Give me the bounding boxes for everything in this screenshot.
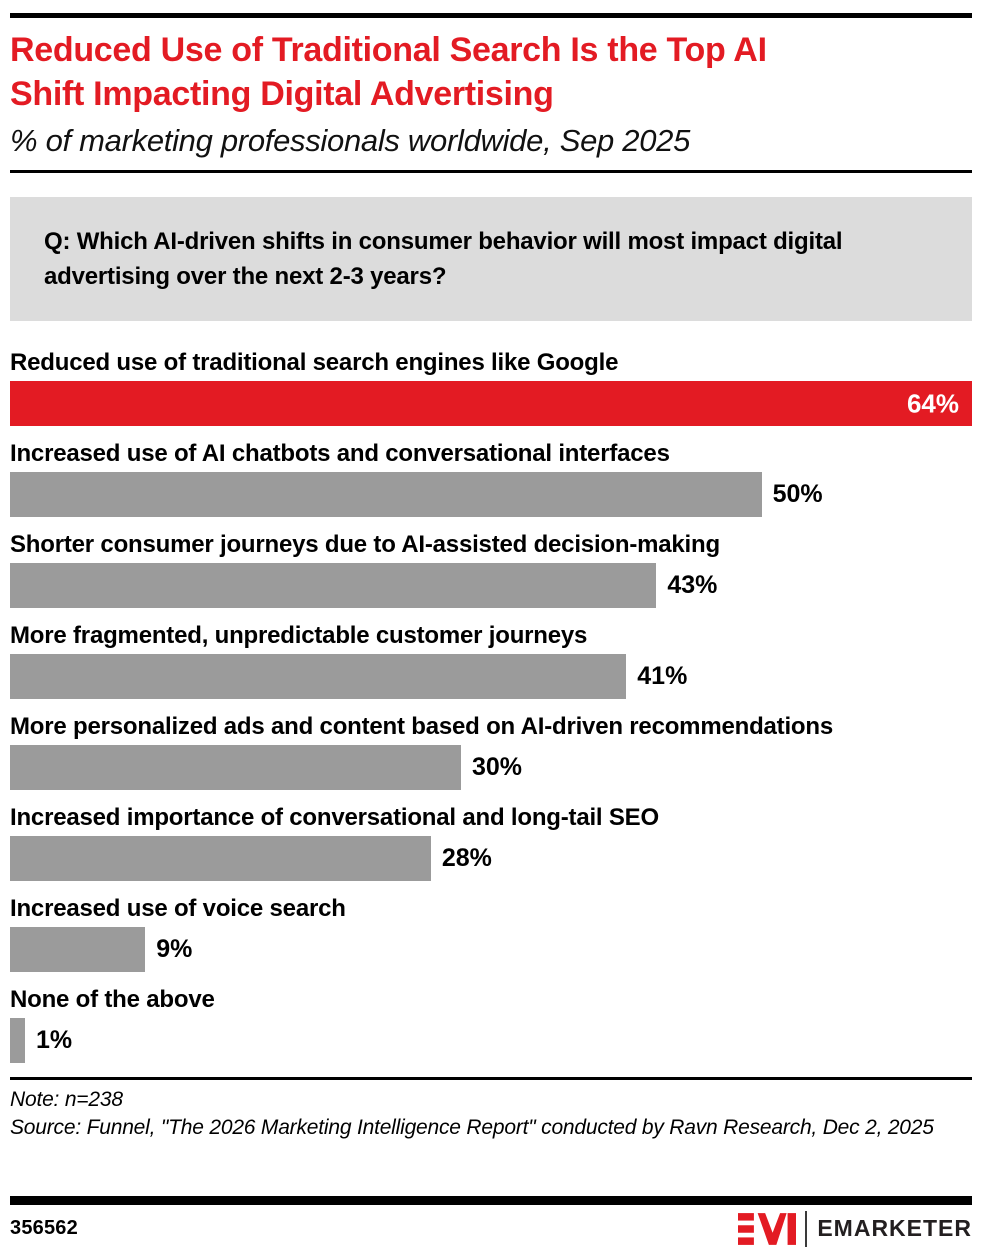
- brand-name: EMARKETER: [817, 1215, 972, 1241]
- page-title-line-1: Reduced Use of Traditional Search Is the…: [10, 31, 767, 69]
- bar-row: More personalized ads and content based …: [10, 713, 972, 790]
- logo-divider: [805, 1210, 808, 1247]
- bar-category-label: None of the above: [10, 986, 215, 1013]
- bar-row: Reduced use of traditional search engine…: [10, 349, 972, 426]
- bar-row: Shorter consumer journeys due to AI-assi…: [10, 531, 972, 608]
- bar-value-label: 41%: [637, 662, 688, 690]
- bar-value-label: 28%: [441, 844, 492, 872]
- bar-row: None of the above 1%: [10, 986, 972, 1063]
- bar-row: Increased use of voice search 9%: [10, 895, 972, 972]
- bar-segment: [10, 927, 146, 972]
- bar-category-label: Reduced use of traditional search engine…: [10, 349, 619, 376]
- emarketer-logo: EMARKETER: [738, 1210, 972, 1247]
- bar-value-label: 50%: [772, 480, 823, 508]
- bar-row: More fragmented, unpredictable customer …: [10, 622, 972, 699]
- bar-segment: [10, 836, 431, 881]
- chart-page: Reduced Use of Traditional Search Is the…: [0, 13, 982, 1142]
- notes-divider: [10, 1077, 972, 1080]
- bar-line: 28%: [10, 836, 972, 881]
- bar-category-label: More personalized ads and content based …: [10, 713, 834, 740]
- bar-segment: [10, 563, 657, 608]
- notes-block: Note: n=238 Source: Funnel, "The 2026 Ma…: [10, 1086, 972, 1142]
- bar-category-label: Shorter consumer journeys due to AI-assi…: [10, 531, 720, 558]
- bar-value-label: 9%: [156, 935, 193, 963]
- bar-category-label: More fragmented, unpredictable customer …: [10, 622, 588, 649]
- chart-id: 356562: [10, 1217, 78, 1239]
- page-subtitle: % of marketing professionals worldwide, …: [10, 123, 691, 158]
- bar-category-label: Increased importance of conversational a…: [10, 804, 659, 831]
- bar-line: 1%: [10, 1018, 972, 1063]
- note-text: Note: n=238: [10, 1088, 123, 1111]
- bar-value-label: 30%: [471, 753, 522, 781]
- bar-segment: [10, 1018, 26, 1063]
- bar-value-label: 43%: [667, 571, 718, 599]
- bar-category-label: Increased use of AI chatbots and convers…: [10, 440, 670, 467]
- footer-divider: [10, 1196, 972, 1205]
- bar-segment: [10, 654, 627, 699]
- footer: 356562 EMARKETER: [10, 1196, 972, 1252]
- top-divider: [10, 13, 972, 18]
- bar-row: Increased importance of conversational a…: [10, 804, 972, 881]
- bar-segment: [10, 745, 461, 790]
- bar-line: 43%: [10, 563, 972, 608]
- source-text: Source: Funnel, "The 2026 Marketing Inte…: [10, 1116, 934, 1139]
- bar-chart: Reduced use of traditional search engine…: [10, 349, 972, 1063]
- bar-category-label: Increased use of voice search: [10, 895, 346, 922]
- emarketer-monogram-icon: [738, 1212, 797, 1245]
- bar-value-label: 64%: [906, 388, 959, 418]
- bar-row: Increased use of AI chatbots and convers…: [10, 440, 972, 517]
- footer-row: 356562 EMARKETER: [10, 1205, 972, 1252]
- bar-line: 50%: [10, 472, 972, 517]
- bar-segment: 64%: [10, 381, 972, 426]
- bar-segment: [10, 472, 762, 517]
- bar-value-label: 1%: [36, 1026, 73, 1054]
- page-title-line-2: Shift Impacting Digital Advertising: [10, 75, 554, 113]
- bar-line: 41%: [10, 654, 972, 699]
- bar-line: 9%: [10, 927, 972, 972]
- bar-line: 30%: [10, 745, 972, 790]
- page-title: Reduced Use of Traditional Search Is the…: [10, 28, 972, 116]
- bar-line: 64%: [10, 381, 972, 426]
- header-divider: [10, 170, 972, 173]
- survey-question-box: Q: Which AI-driven shifts in consumer be…: [10, 197, 972, 321]
